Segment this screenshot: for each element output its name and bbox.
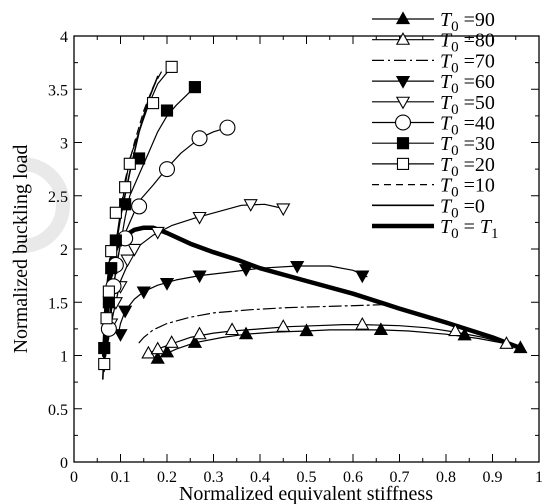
series-7-marker <box>105 245 118 258</box>
series-4-marker <box>120 254 135 268</box>
y-tick-label: 0.5 <box>48 402 68 419</box>
series-line-3 <box>117 265 368 335</box>
y-axis-label: Normalized buckling load <box>10 145 32 354</box>
series-7-marker <box>146 97 160 110</box>
series-1-marker <box>150 341 165 355</box>
series-6-marker <box>98 341 111 355</box>
series-0-marker <box>373 322 389 336</box>
legend-label: T0 =40 <box>440 113 495 139</box>
series-1-marker <box>276 319 291 332</box>
series-1-marker <box>448 323 463 337</box>
series-5-marker <box>219 119 236 136</box>
legend-label: T0 =0 <box>440 195 485 221</box>
x-tick-label: 0.4 <box>250 469 270 486</box>
series-1-marker <box>355 316 370 330</box>
series-5-marker <box>131 198 148 215</box>
series-4-marker <box>276 203 291 217</box>
watermark-circle <box>21 157 70 253</box>
series-0-marker <box>457 327 472 341</box>
series-6-marker <box>160 104 174 117</box>
series-7-marker <box>100 312 113 325</box>
legend-label: T0 =90 <box>440 9 495 35</box>
series-6-marker <box>188 81 201 94</box>
x-tick-label: 0.9 <box>483 469 503 486</box>
legend-label: T0 =80 <box>440 30 495 56</box>
x-tick-label: 0.6 <box>343 469 363 486</box>
series-1-marker <box>224 322 240 336</box>
series-4-marker <box>243 199 258 212</box>
series-3-marker <box>355 270 370 284</box>
x-tick-label: 0 <box>70 469 78 486</box>
series-0-marker <box>187 335 203 348</box>
marker-layer <box>98 60 528 371</box>
series-7-marker <box>98 357 111 371</box>
legend-marker <box>396 137 410 150</box>
series-7-marker <box>119 181 132 194</box>
legend-marker <box>395 76 411 89</box>
series-1-marker <box>192 326 207 340</box>
x-tick-label: 0.1 <box>111 469 131 486</box>
y-tick-label: 2 <box>60 242 68 259</box>
legend-marker <box>395 11 411 25</box>
series-3-marker <box>159 277 175 291</box>
y-tick-label: 2.5 <box>48 189 68 206</box>
series-3-marker <box>118 305 133 319</box>
legend-label: T0 =10 <box>440 175 495 201</box>
legend-marker <box>395 32 411 45</box>
x-tick-label: 0.5 <box>297 469 317 486</box>
x-tick-label: 1 <box>535 469 543 486</box>
series-1-marker <box>164 335 179 348</box>
series-0-marker <box>513 340 528 354</box>
y-axis-ticks: 0 0.5 1 1.5 2 2.5 3 3.5 4 <box>48 29 539 472</box>
series-3-marker <box>238 264 254 277</box>
series-4-marker <box>127 243 142 257</box>
series-line-4 <box>105 203 284 351</box>
legend-label: T0 =60 <box>440 71 495 97</box>
series-4-marker <box>150 226 165 240</box>
series-7-marker <box>109 206 122 219</box>
legend-label: T0 = T1 <box>440 216 499 242</box>
series-6-marker <box>109 234 122 247</box>
series-0-marker <box>238 326 254 340</box>
series-line-1 <box>147 324 508 354</box>
series-1-marker <box>499 336 514 349</box>
series-7-marker <box>165 60 178 73</box>
series-3-marker <box>290 260 305 274</box>
legend-marker <box>394 114 412 131</box>
series-5-marker <box>158 161 176 178</box>
series-6-marker <box>105 262 118 275</box>
x-axis-label: Normalized equivalent stiffness <box>179 483 433 504</box>
legend-label: T0 =20 <box>440 154 495 180</box>
y-tick-label: 4 <box>60 29 68 46</box>
legend-label: T0 =70 <box>440 50 495 76</box>
legend-label: T0 =30 <box>440 133 495 159</box>
series-7-marker <box>123 157 136 170</box>
x-tick-label: 0.7 <box>390 469 410 486</box>
series-6-marker <box>102 296 115 309</box>
x-tick-label: 0.8 <box>436 469 456 486</box>
x-axis-ticks: 0 0.1 0.2 0.3 0.4 0.5 0.6 0.7 0.8 0.9 1 <box>70 36 543 486</box>
series-1-marker <box>141 345 156 359</box>
y-tick-label: 1.5 <box>48 295 68 312</box>
series-4-marker <box>192 211 207 225</box>
x-tick-label: 0.3 <box>204 469 224 486</box>
series-5-marker <box>191 130 208 147</box>
series-6-marker <box>119 198 132 211</box>
y-tick-label: 3.5 <box>48 82 68 99</box>
series-3-marker <box>113 329 128 342</box>
legend-label: T0 =50 <box>440 92 495 118</box>
series-3-marker <box>192 270 207 284</box>
legend-marker <box>396 157 410 170</box>
y-tick-label: 3 <box>60 136 68 153</box>
y-tick-label: 0 <box>60 455 68 472</box>
series-line-2 <box>138 303 391 344</box>
x-tick-label: 0.2 <box>157 469 177 486</box>
series-3-marker <box>136 286 151 300</box>
series-7-marker <box>102 285 115 298</box>
legend-marker <box>395 96 411 110</box>
series-0-marker <box>299 323 314 337</box>
y-tick-label: 1 <box>60 349 68 366</box>
